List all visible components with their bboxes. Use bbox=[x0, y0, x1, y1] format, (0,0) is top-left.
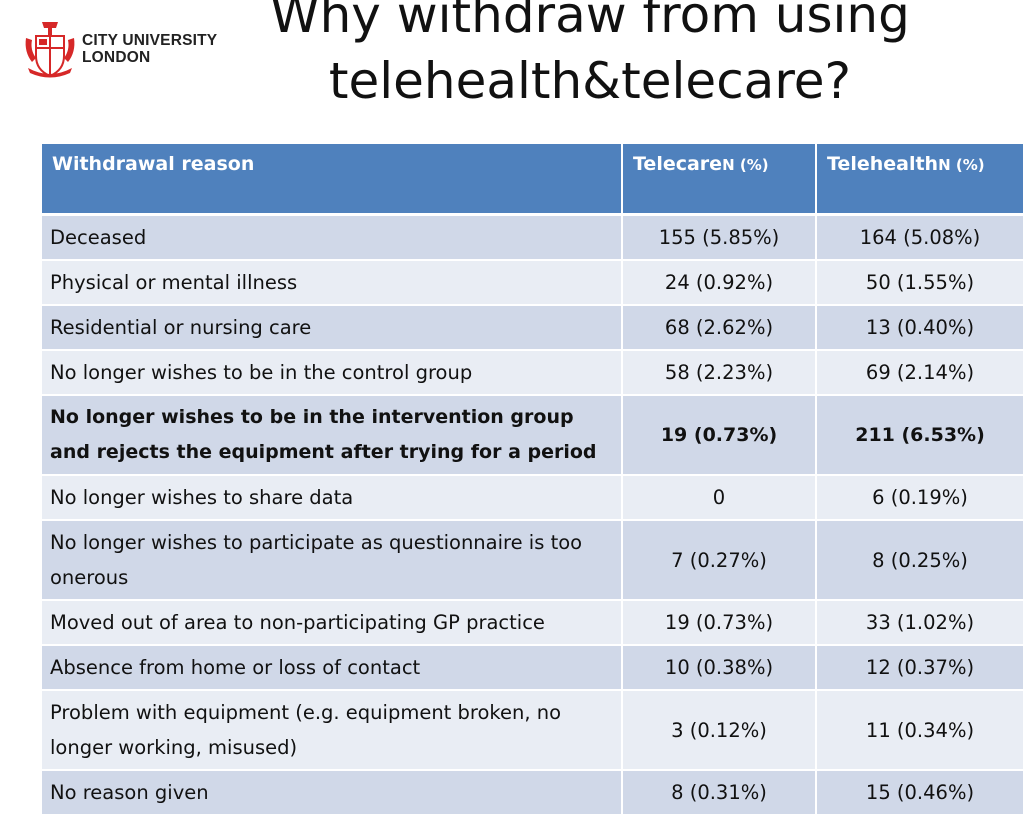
row-reason: Physical or mental illness bbox=[42, 260, 623, 306]
row-telehealth: 211 (6.53%) bbox=[816, 395, 1024, 476]
row-telecare: 7 (0.27%) bbox=[622, 520, 817, 601]
table-header-row: Withdrawal reason TelecareN (%) Teleheal… bbox=[42, 144, 1024, 216]
row-reason: No longer wishes to share data bbox=[42, 475, 623, 521]
header-telehealth-label: Telehealth bbox=[827, 153, 939, 175]
row-telecare: 8 (0.31%) bbox=[622, 770, 817, 816]
logo-line-1: CITY UNIVERSITY bbox=[82, 32, 218, 49]
row-telecare: 58 (2.23%) bbox=[622, 350, 817, 396]
row-telecare: 19 (0.73%) bbox=[622, 395, 817, 476]
row-reason: Absence from home or loss of contact bbox=[42, 645, 623, 691]
row-telehealth: 15 (0.46%) bbox=[816, 770, 1024, 816]
university-logo: CITY UNIVERSITY LONDON bbox=[22, 18, 217, 80]
header-telecare: TelecareN (%) bbox=[622, 144, 817, 216]
row-reason: No reason given bbox=[42, 770, 623, 816]
header-telecare-sub: N (%) bbox=[722, 156, 769, 174]
row-reason: No longer wishes to be in the control gr… bbox=[42, 350, 623, 396]
table-row: Deceased 155 (5.85%) 164 (5.08%) bbox=[42, 214, 1024, 261]
row-telecare: 24 (0.92%) bbox=[622, 260, 817, 306]
header-telehealth: TelehealthN (%) bbox=[816, 144, 1024, 216]
row-telecare: 155 (5.85%) bbox=[622, 214, 817, 261]
row-telehealth: 69 (2.14%) bbox=[816, 350, 1024, 396]
row-reason: No longer wishes to be in the interventi… bbox=[42, 395, 623, 476]
logo-line-2: LONDON bbox=[82, 49, 151, 66]
table-row: Moved out of area to non-participating G… bbox=[42, 600, 1024, 646]
header-telecare-label: Telecare bbox=[633, 153, 723, 175]
row-telecare: 10 (0.38%) bbox=[622, 645, 817, 691]
row-reason: Deceased bbox=[42, 214, 623, 261]
row-telehealth: 33 (1.02%) bbox=[816, 600, 1024, 646]
row-telehealth: 164 (5.08%) bbox=[816, 214, 1024, 261]
table-row: Absence from home or loss of contact 10 … bbox=[42, 645, 1024, 691]
title-line-2: telehealth&telecare? bbox=[328, 52, 852, 110]
table-row: Physical or mental illness 24 (0.92%) 50… bbox=[42, 260, 1024, 306]
row-telecare: 68 (2.62%) bbox=[622, 305, 817, 351]
title-line-1: Why withdraw from using bbox=[270, 0, 910, 44]
row-telecare: 19 (0.73%) bbox=[622, 600, 817, 646]
row-telehealth: 6 (0.19%) bbox=[816, 475, 1024, 521]
header-reason: Withdrawal reason bbox=[42, 144, 623, 216]
table-row: No reason given 8 (0.31%) 15 (0.46%) bbox=[42, 770, 1024, 816]
table-row: No longer wishes to be in the control gr… bbox=[42, 350, 1024, 396]
table-row-highlighted: No longer wishes to be in the interventi… bbox=[42, 395, 1024, 476]
page-title: Why withdraw from using telehealth&telec… bbox=[200, 0, 980, 114]
row-telehealth: 8 (0.25%) bbox=[816, 520, 1024, 601]
row-telehealth: 50 (1.55%) bbox=[816, 260, 1024, 306]
row-reason: Moved out of area to non-participating G… bbox=[42, 600, 623, 646]
withdrawal-table: Withdrawal reason TelecareN (%) Teleheal… bbox=[42, 144, 1024, 816]
table-row: No longer wishes to participate as quest… bbox=[42, 520, 1024, 601]
row-reason: Problem with equipment (e.g. equipment b… bbox=[42, 690, 623, 771]
row-reason: No longer wishes to participate as quest… bbox=[42, 520, 623, 601]
row-telehealth: 12 (0.37%) bbox=[816, 645, 1024, 691]
row-telecare: 0 bbox=[622, 475, 817, 521]
table-row: Residential or nursing care 68 (2.62%) 1… bbox=[42, 305, 1024, 351]
header-telehealth-sub: N (%) bbox=[938, 156, 985, 174]
table-row: Problem with equipment (e.g. equipment b… bbox=[42, 690, 1024, 771]
table-row: No longer wishes to share data 0 6 (0.19… bbox=[42, 475, 1024, 521]
row-telehealth: 11 (0.34%) bbox=[816, 690, 1024, 771]
row-telecare: 3 (0.12%) bbox=[622, 690, 817, 771]
row-telehealth: 13 (0.40%) bbox=[816, 305, 1024, 351]
crest-icon bbox=[25, 22, 75, 78]
row-reason: Residential or nursing care bbox=[42, 305, 623, 351]
